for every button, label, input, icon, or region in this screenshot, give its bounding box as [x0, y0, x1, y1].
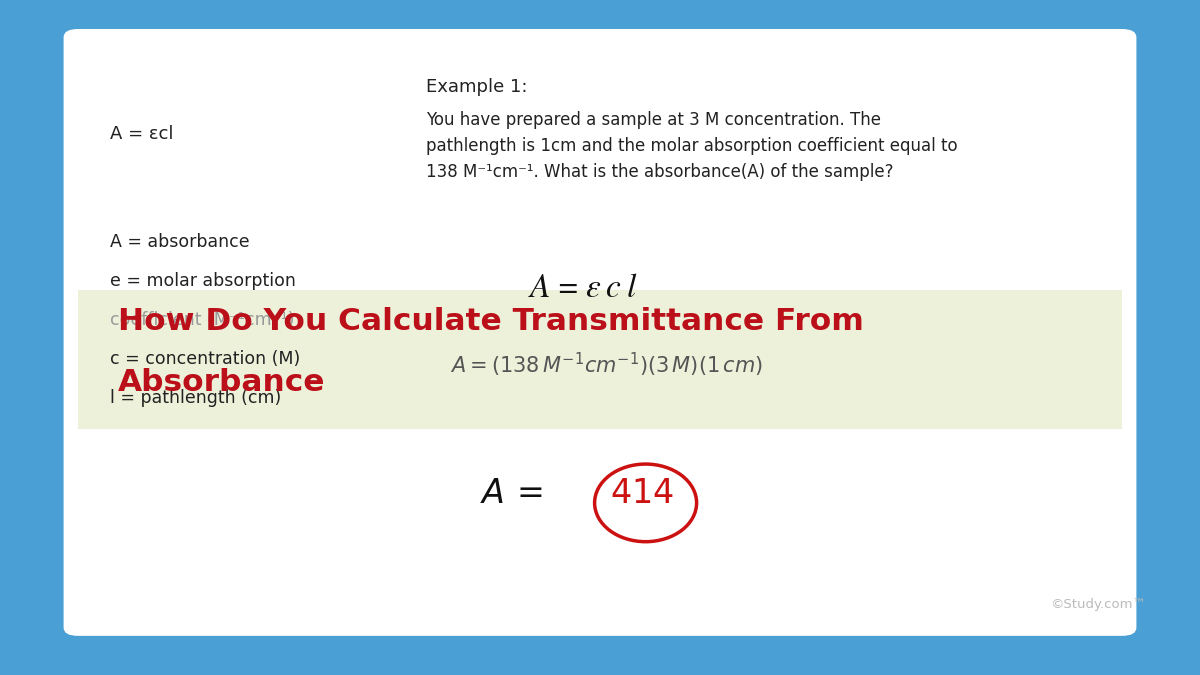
FancyBboxPatch shape [64, 29, 1136, 636]
Text: $414$: $414$ [610, 479, 674, 510]
Text: coefficient (M⁻¹cm⁻¹): coefficient (M⁻¹cm⁻¹) [110, 311, 295, 329]
Text: A = εcl: A = εcl [110, 125, 174, 143]
Text: l = pathlength (cm): l = pathlength (cm) [110, 389, 282, 408]
Text: How Do You Calculate Transmittance From: How Do You Calculate Transmittance From [118, 307, 864, 336]
FancyBboxPatch shape [78, 290, 1122, 429]
Text: c = concentration (M): c = concentration (M) [110, 350, 301, 369]
Text: A = absorbance: A = absorbance [110, 233, 250, 251]
Text: Example 1:: Example 1: [426, 78, 528, 96]
Text: You have prepared a sample at 3 M concentration. The
pathlength is 1cm and the m: You have prepared a sample at 3 M concen… [426, 111, 958, 181]
Text: ©Study.com™: ©Study.com™ [1050, 598, 1146, 611]
Text: $A\,=$: $A\,=$ [480, 479, 542, 510]
Text: Absorbance: Absorbance [118, 368, 325, 397]
Text: e = molar absorption: e = molar absorption [110, 272, 296, 290]
Text: $A = (138\,M^{-1}cm^{-1})(3\,M)(1\,cm)$: $A = (138\,M^{-1}cm^{-1})(3\,M)(1\,cm)$ [450, 351, 763, 379]
Text: $\mathdefault{A}$$\mathdefault{= \varepsilon\, c\, l}$: $\mathdefault{A}$$\mathdefault{= \vareps… [528, 273, 637, 304]
